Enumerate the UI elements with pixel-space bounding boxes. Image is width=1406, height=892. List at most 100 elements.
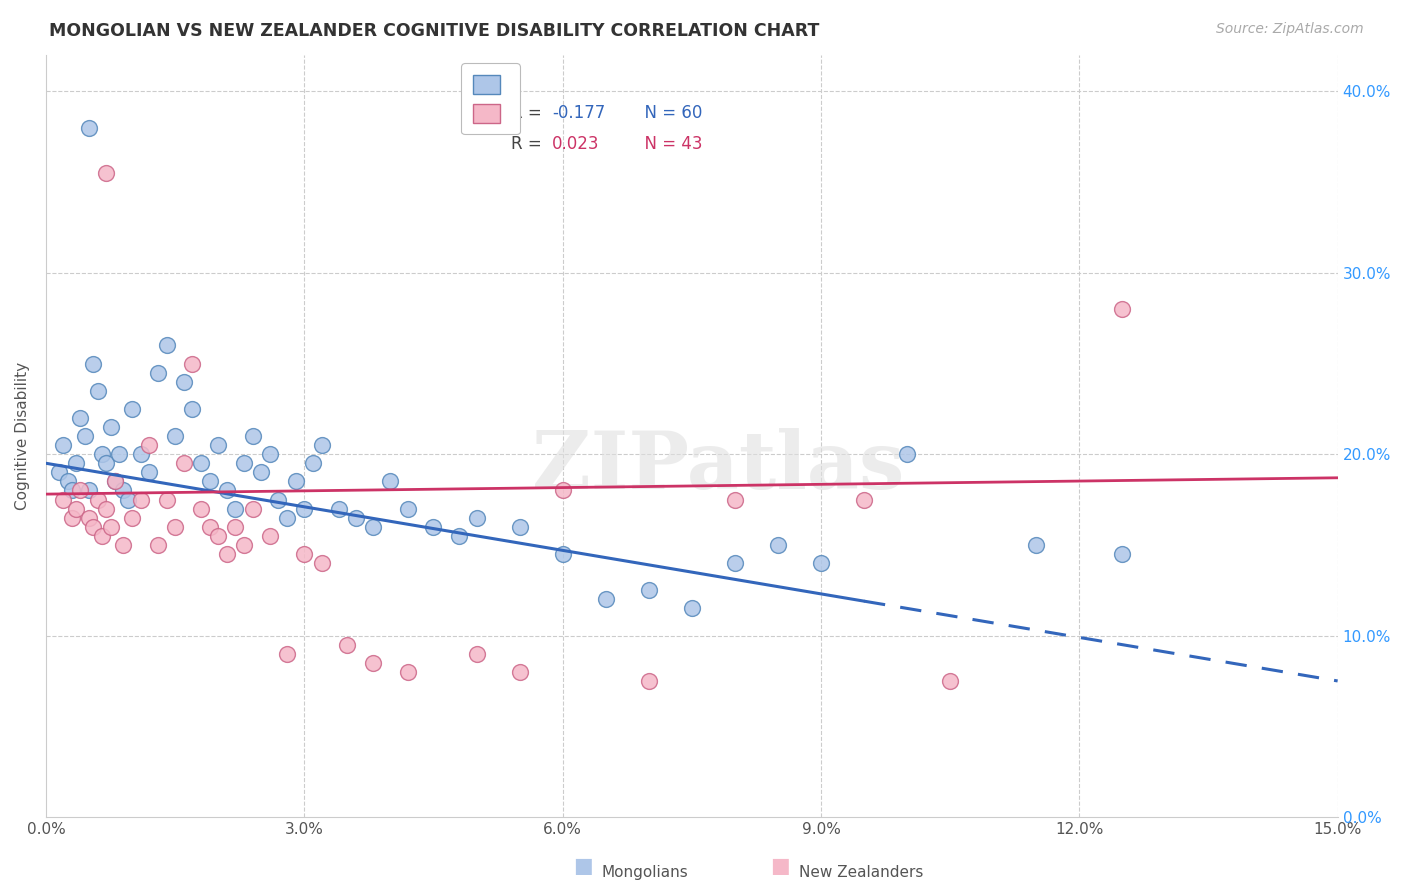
Point xyxy=(267,492,290,507)
Point xyxy=(724,492,747,507)
Point xyxy=(853,492,876,507)
Legend: , : , xyxy=(461,63,519,135)
Point xyxy=(82,357,104,371)
Point xyxy=(65,501,87,516)
Point xyxy=(1025,538,1047,552)
Point xyxy=(681,601,703,615)
Point xyxy=(86,492,108,507)
Point xyxy=(259,447,281,461)
Point xyxy=(259,529,281,543)
Text: -0.177: -0.177 xyxy=(553,104,606,122)
Point xyxy=(637,673,659,688)
Text: R =: R = xyxy=(510,135,547,153)
Point xyxy=(551,483,574,498)
Point xyxy=(165,520,187,534)
Point xyxy=(69,411,91,425)
Point xyxy=(939,673,962,688)
Point xyxy=(129,447,152,461)
Point xyxy=(766,538,789,552)
Point xyxy=(91,529,114,543)
Point xyxy=(361,656,384,670)
Point xyxy=(224,501,246,516)
Point xyxy=(155,492,177,507)
Point xyxy=(224,520,246,534)
Point xyxy=(60,483,83,498)
Point xyxy=(96,501,118,516)
Point xyxy=(292,547,315,561)
Point xyxy=(396,501,419,516)
Text: 0.023: 0.023 xyxy=(553,135,600,153)
Point xyxy=(1111,302,1133,317)
Text: Source: ZipAtlas.com: Source: ZipAtlas.com xyxy=(1216,22,1364,37)
Point xyxy=(48,466,70,480)
Text: MONGOLIAN VS NEW ZEALANDER COGNITIVE DISABILITY CORRELATION CHART: MONGOLIAN VS NEW ZEALANDER COGNITIVE DIS… xyxy=(49,22,820,40)
Point xyxy=(121,510,143,524)
Point xyxy=(69,483,91,498)
Point xyxy=(82,520,104,534)
Point xyxy=(77,120,100,135)
Point xyxy=(302,456,325,470)
Text: ■: ■ xyxy=(770,856,790,876)
Point xyxy=(551,547,574,561)
Text: N = 43: N = 43 xyxy=(634,135,702,153)
Point xyxy=(328,501,350,516)
Point xyxy=(190,501,212,516)
Text: ■: ■ xyxy=(574,856,593,876)
Text: N = 60: N = 60 xyxy=(634,104,702,122)
Point xyxy=(595,592,617,607)
Point xyxy=(311,438,333,452)
Point xyxy=(96,166,118,180)
Point xyxy=(724,556,747,570)
Point xyxy=(1111,547,1133,561)
Point xyxy=(155,338,177,352)
Point xyxy=(146,538,169,552)
Point xyxy=(190,456,212,470)
Point xyxy=(77,510,100,524)
Point xyxy=(465,510,488,524)
Point xyxy=(242,501,264,516)
Point xyxy=(138,466,160,480)
Point xyxy=(380,475,402,489)
Point xyxy=(242,429,264,443)
Text: ZIPatlas: ZIPatlas xyxy=(531,427,904,506)
Point xyxy=(104,475,127,489)
Text: R =: R = xyxy=(510,104,547,122)
Point xyxy=(396,665,419,679)
Point xyxy=(637,583,659,598)
Point xyxy=(276,647,298,661)
Point xyxy=(117,492,139,507)
Point xyxy=(96,456,118,470)
Text: New Zealanders: New Zealanders xyxy=(799,865,922,880)
Text: Mongolians: Mongolians xyxy=(602,865,689,880)
Point xyxy=(509,520,531,534)
Point xyxy=(146,366,169,380)
Point xyxy=(108,447,131,461)
Point xyxy=(60,510,83,524)
Point xyxy=(112,538,135,552)
Point xyxy=(250,466,273,480)
Point xyxy=(52,492,75,507)
Point xyxy=(361,520,384,534)
Point xyxy=(121,401,143,416)
Point xyxy=(215,547,238,561)
Point xyxy=(181,401,204,416)
Point xyxy=(181,357,204,371)
Point xyxy=(509,665,531,679)
Y-axis label: Cognitive Disability: Cognitive Disability xyxy=(15,362,30,510)
Point xyxy=(173,375,195,389)
Point xyxy=(56,475,79,489)
Point xyxy=(129,492,152,507)
Point xyxy=(52,438,75,452)
Point xyxy=(100,420,122,434)
Point xyxy=(73,429,96,443)
Point xyxy=(215,483,238,498)
Point xyxy=(276,510,298,524)
Point xyxy=(77,483,100,498)
Point xyxy=(86,384,108,398)
Point xyxy=(233,538,256,552)
Point xyxy=(104,475,127,489)
Point xyxy=(100,520,122,534)
Point xyxy=(336,638,359,652)
Point xyxy=(233,456,256,470)
Point xyxy=(91,447,114,461)
